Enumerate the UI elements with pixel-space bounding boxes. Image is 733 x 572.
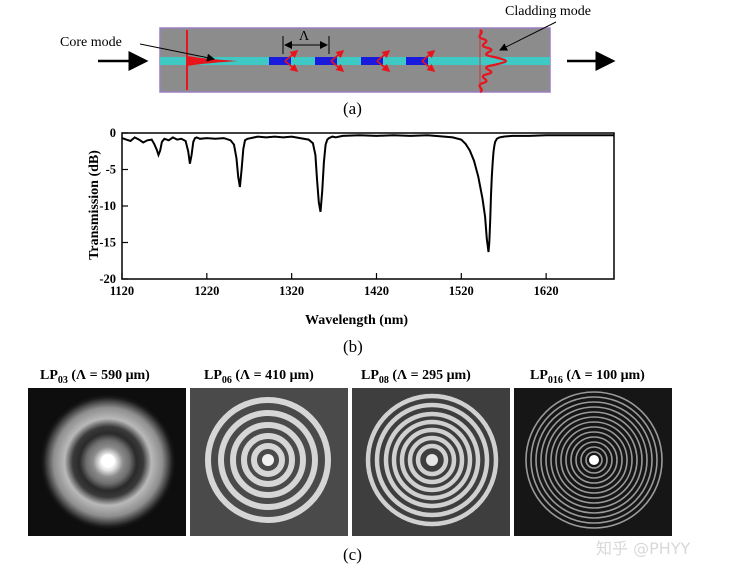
panel-a-label: (a) — [343, 99, 362, 118]
watermark: 知乎 @PHYY — [596, 539, 691, 558]
panel-b-label: (b) — [343, 337, 363, 356]
caption-lp03: LP03 (Λ = 590 μm) — [40, 368, 150, 386]
x-tick-label: 1220 — [194, 284, 219, 298]
y-axis-title: Transmission (dB) — [87, 150, 102, 260]
core-mode-label: Core mode — [60, 35, 122, 50]
scatter-arrows — [284, 49, 436, 73]
lp03-mode-image — [28, 388, 186, 536]
x-tick-label: 1520 — [449, 284, 474, 298]
y-tick-label: -20 — [99, 272, 116, 286]
caption-lp06: LP06 (Λ = 410 μm) — [204, 368, 314, 386]
x-tick-label: 1320 — [279, 284, 304, 298]
x-tick-label: 1420 — [364, 284, 389, 298]
x-tick-label: 1620 — [534, 284, 559, 298]
caption-lp016: LP016 (Λ = 100 μm) — [530, 368, 645, 386]
caption-lp08: LP08 (Λ = 295 μm) — [361, 368, 471, 386]
cladding-mode-profile — [478, 29, 508, 93]
transmission-curve — [121, 134, 614, 253]
lp06-mode-image — [190, 388, 348, 536]
lp016-mode-image — [514, 388, 672, 536]
period-label: Λ — [299, 29, 310, 44]
cladding-mode-label: Cladding mode — [505, 4, 591, 19]
fiber-core — [160, 57, 550, 65]
y-tick-label: -10 — [99, 199, 116, 213]
x-tick-label: 1120 — [110, 284, 134, 298]
y-tick-label: -15 — [99, 236, 116, 250]
panel-c-label: (c) — [343, 545, 362, 564]
plot-frame — [121, 132, 615, 280]
grating-blocks — [269, 57, 428, 65]
y-tick-label: -5 — [106, 163, 116, 177]
lp08-mode-image — [352, 388, 510, 536]
x-axis-title: Wavelength (nm) — [305, 313, 409, 328]
y-tick-label: 0 — [110, 126, 116, 140]
fiber-schematic — [98, 21, 616, 93]
